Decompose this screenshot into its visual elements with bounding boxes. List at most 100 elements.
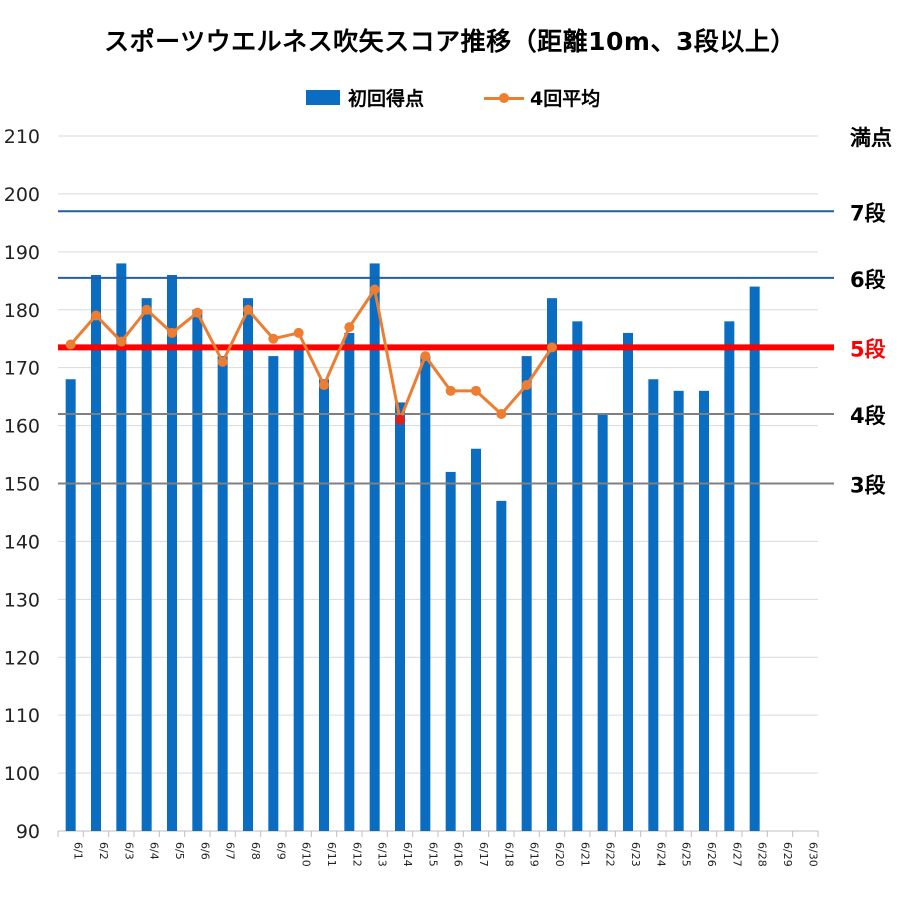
line-point-6/9	[268, 333, 279, 344]
bar-6/22	[597, 414, 608, 831]
line-point-6/7	[217, 356, 228, 367]
line-point-6/17	[471, 385, 481, 396]
x-tick-label: 6/22	[604, 842, 617, 867]
reference-label: 7段	[850, 201, 886, 225]
x-tick-label: 6/19	[528, 842, 541, 867]
bar-6/2	[91, 275, 101, 831]
bar-6/5	[167, 275, 177, 831]
line-point-6/19	[521, 380, 532, 391]
bar-6/1	[65, 379, 76, 831]
bar-6/13	[369, 263, 380, 832]
y-tick-label: 170	[4, 358, 40, 380]
bar-6/25	[673, 390, 684, 831]
line-point-6/2	[91, 310, 101, 321]
line-point-6/16	[445, 385, 456, 396]
bar-6/21	[572, 321, 583, 831]
chart-title: スポーツウエルネス吹矢スコア推移（距離10m、3段以上）	[104, 27, 796, 56]
bar-6/14	[395, 402, 405, 831]
x-tick-label: 6/7	[224, 842, 237, 860]
legend-item-line: 4回平均	[484, 84, 600, 111]
x-tick-label: 6/16	[452, 842, 465, 867]
y-tick-label: 180	[4, 300, 40, 322]
y-tick-label: 140	[4, 531, 40, 553]
bar-6/19	[521, 356, 532, 831]
line-point-6/15	[420, 351, 431, 362]
x-tick-label: 6/18	[502, 842, 515, 867]
bar-6/4	[141, 298, 152, 832]
x-tick-label: 6/28	[756, 842, 769, 867]
bar-6/6	[192, 309, 203, 831]
x-tick-label: 6/5	[173, 842, 186, 860]
line-point-6/13	[369, 284, 380, 295]
x-tick-label: 6/26	[705, 842, 718, 867]
bar-6/11	[319, 379, 329, 831]
x-tick-label: 6/3	[122, 842, 135, 860]
y-tick-label: 210	[4, 126, 40, 148]
legend-bar-swatch	[306, 90, 340, 105]
line-point-6/10	[293, 327, 304, 338]
y-tick-label: 110	[4, 705, 40, 727]
bar-6/16	[445, 471, 456, 831]
bar-6/18	[496, 500, 507, 831]
line-point-6/3	[116, 336, 127, 347]
y-tick-label: 130	[4, 589, 40, 611]
bar-6/23	[623, 332, 633, 831]
x-tick-label: 6/13	[376, 842, 389, 867]
bar-6/10	[293, 344, 304, 831]
x-tick-label: 6/25	[680, 842, 693, 867]
x-tick-label: 6/9	[274, 842, 287, 860]
line-point-6/11	[319, 380, 329, 391]
x-tick-label: 6/30	[806, 842, 819, 867]
line-point-6/18	[496, 409, 507, 419]
y-tick-label: 190	[4, 242, 40, 264]
line-point-6/8	[243, 304, 253, 315]
reference-label: 6段	[850, 268, 886, 292]
legend-item-bar: 初回得点	[306, 84, 424, 111]
legend-line-swatch	[484, 90, 524, 106]
bar-6/17	[471, 448, 481, 831]
reference-label: 3段	[850, 474, 886, 498]
x-tick-label: 6/6	[198, 842, 211, 860]
line-point-6/20	[547, 342, 557, 353]
x-tick-label: 6/2	[97, 842, 110, 860]
line-point-6/4	[141, 304, 152, 315]
x-tick-label: 6/17	[477, 842, 490, 867]
bar-6/24	[648, 379, 659, 831]
bar-6/7	[217, 356, 228, 831]
x-tick-label: 6/10	[300, 842, 313, 867]
bar-6/20	[547, 298, 557, 832]
reference-label: 5段	[850, 337, 886, 361]
x-tick-label: 6/1	[72, 842, 85, 860]
y-tick-label: 100	[4, 763, 40, 785]
x-tick-label: 6/29	[781, 842, 794, 867]
bar-6/12	[344, 332, 355, 831]
x-tick-label: 6/15	[426, 842, 439, 867]
bar-6/15	[420, 356, 431, 831]
y-tick-label: 120	[4, 647, 40, 669]
line-point-6/12	[344, 322, 355, 333]
legend-line-label: 4回平均	[530, 88, 601, 110]
line-point-6/1	[65, 339, 76, 350]
x-tick-label: 6/24	[654, 842, 667, 867]
bar-6/3	[116, 263, 127, 832]
x-tick-label: 6/4	[148, 842, 161, 860]
y-tick-label: 200	[4, 184, 40, 206]
legend-bar-label: 初回得点	[348, 88, 425, 110]
line-point-6/6	[192, 307, 203, 318]
bar-6/8	[243, 298, 253, 832]
line-point-6/14	[395, 414, 405, 425]
x-tick-label: 6/8	[249, 842, 262, 860]
x-tick-label: 6/14	[401, 842, 414, 867]
bar-6/9	[268, 356, 279, 831]
y-tick-label: 160	[4, 416, 40, 438]
x-tick-label: 6/20	[553, 842, 566, 867]
x-tick-label: 6/12	[350, 842, 363, 867]
reference-label: 4段	[850, 404, 886, 428]
reference-label: 満点	[850, 126, 892, 150]
bar-6/26	[699, 390, 709, 831]
bar-6/27	[724, 321, 735, 831]
x-tick-label: 6/23	[629, 842, 642, 867]
y-tick-label: 90	[16, 821, 40, 843]
legend: 初回得点 4回平均	[0, 84, 900, 110]
y-tick-label: 150	[4, 474, 40, 496]
